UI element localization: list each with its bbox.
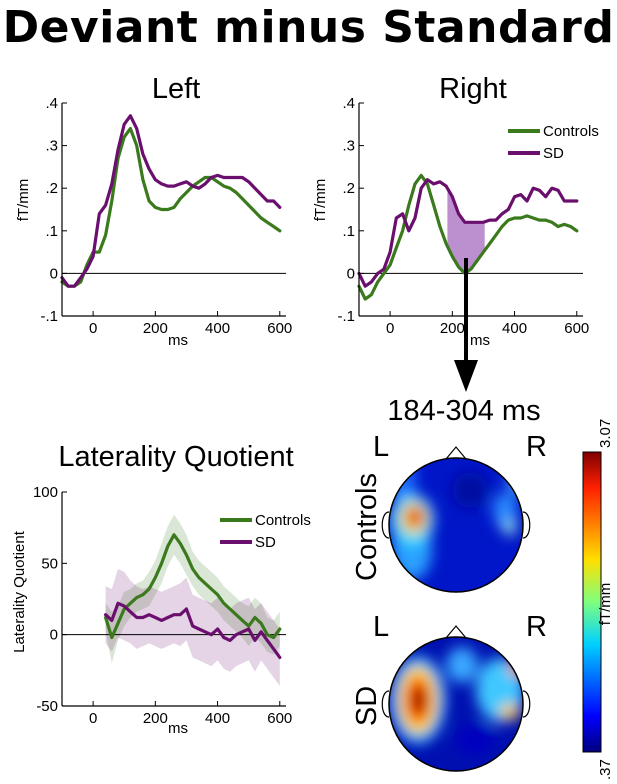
chart0-xtick-label: 400	[205, 320, 230, 337]
chart2-xtick-label: 400	[205, 710, 230, 727]
chart0-ytick-label: 0	[50, 265, 58, 282]
chart1-xtick-label: 600	[564, 320, 589, 337]
topomap-sd-head	[381, 625, 531, 772]
left-ear-icon	[381, 511, 390, 539]
chart0-series-controls	[60, 127, 282, 288]
down-arrow-icon	[454, 258, 478, 392]
chart1-xtick-label: 200	[440, 320, 465, 337]
chart1-ytick-label: .2	[342, 180, 355, 197]
chart0-xtick-label: 600	[267, 320, 292, 337]
nose-icon	[444, 446, 468, 460]
figure-title: Deviant minus Standard	[2, 2, 615, 53]
topomap-panel: 184-304 ms L R Controls L R SD	[351, 395, 614, 780]
chart1-ytick-label: .1	[342, 223, 355, 240]
left-ear-icon	[381, 690, 390, 718]
chart1-series-sd	[357, 178, 579, 288]
chart-right-ylabel: fT/mm	[312, 179, 329, 222]
chart0-ytick-label: .1	[45, 223, 58, 240]
chart-left-xlabel: ms	[168, 332, 188, 349]
colorbar-unit-label: fT/mm	[597, 583, 614, 626]
nose-icon	[444, 625, 468, 639]
chart0-xtick-label: 200	[143, 320, 168, 337]
colorbar-gradient	[582, 451, 602, 753]
chart2-xtick-label: 0	[89, 710, 97, 727]
chart2-xtick-label: 600	[267, 710, 292, 727]
chart-laterality-title: Laterality Quotient	[58, 441, 293, 473]
chart1-ytick-label: -.1	[337, 308, 355, 325]
chart1-xtick-label: 0	[386, 320, 394, 337]
right-ear-icon	[522, 690, 531, 718]
chart2-ytick-label: 50	[41, 555, 58, 572]
topomap-controls-left-label: L	[373, 431, 389, 463]
legend-laterality-sd-label: SD	[255, 534, 276, 551]
chart-left-title: Left	[152, 73, 200, 105]
chart1-ytick-label: .3	[342, 138, 355, 155]
topomap-title: 184-304 ms	[387, 395, 540, 427]
chart-left-ylabel: fT/mm	[15, 179, 32, 222]
chart2-ytick-label: -50	[36, 698, 58, 715]
legend-laterality-controls-label: Controls	[255, 512, 311, 529]
chart-right-xlabel: ms	[470, 332, 490, 349]
chart-laterality-axes: -50 0 50 100 0 200 400 600	[33, 484, 292, 727]
legend-right: Controls SD	[508, 123, 599, 162]
chart0-series-sd	[60, 114, 282, 288]
legend-laterality: Controls SD	[220, 512, 311, 551]
chart2-series-sd	[103, 601, 282, 660]
chart0-ytick-label: .2	[45, 180, 58, 197]
chart2-ytick-label: 100	[33, 484, 58, 501]
chart1-xtick-label: 400	[502, 320, 527, 337]
topomap-row-label-sd: SD	[351, 686, 383, 726]
colorbar-min-label: .37	[597, 759, 614, 780]
chart-right-axes: -.1 0 .1 .2 .3 .4 0 200 400 600	[337, 95, 589, 337]
chart0-ytick-label: -.1	[40, 308, 58, 325]
topomap-sd-left-label: L	[373, 611, 389, 643]
chart0-ytick-label: .3	[45, 138, 58, 155]
chart2-series-controls	[103, 533, 282, 640]
colorbar-max-label: 3.07	[597, 419, 614, 448]
chart2-ytick-label: 0	[50, 627, 58, 644]
chart1-ytick-label: 0	[347, 265, 355, 282]
legend-right-controls-label: Controls	[543, 123, 599, 140]
chart-right-title: Right	[439, 73, 507, 105]
chart2-xtick-label: 200	[143, 710, 168, 727]
topomap-controls-head	[381, 446, 531, 593]
topomap-controls-right-label: R	[526, 431, 547, 463]
chart-right: Right fT/mm ms -.1 0 .1 .2 .3 .4 0 200 400 600 Co…	[312, 73, 599, 349]
topomap-row-label-controls: Controls	[351, 473, 383, 581]
legend-right-sd-label: SD	[543, 145, 564, 162]
chart0-ytick-label: .4	[45, 95, 58, 112]
chart1-ytick-label: .4	[342, 95, 355, 112]
chart-laterality: Laterality Quotient Laterality Quotient …	[11, 441, 311, 737]
topomap-sd-right-label: R	[526, 611, 547, 643]
chart2-band-controls	[105, 514, 280, 664]
chart-left: Left fT/mm ms -.1 0 .1 .2 .3 .4 0 200 400 600	[15, 73, 292, 349]
chart0-xtick-label: 0	[89, 320, 97, 337]
right-ear-icon	[522, 511, 531, 539]
chart-laterality-xlabel: ms	[168, 720, 188, 737]
chart-laterality-ylabel: Laterality Quotient	[11, 530, 28, 653]
chart-left-axes: -.1 0 .1 .2 .3 .4 0 200 400 600	[40, 95, 292, 337]
colorbar: 3.07 .37 fT/mm	[582, 419, 614, 780]
